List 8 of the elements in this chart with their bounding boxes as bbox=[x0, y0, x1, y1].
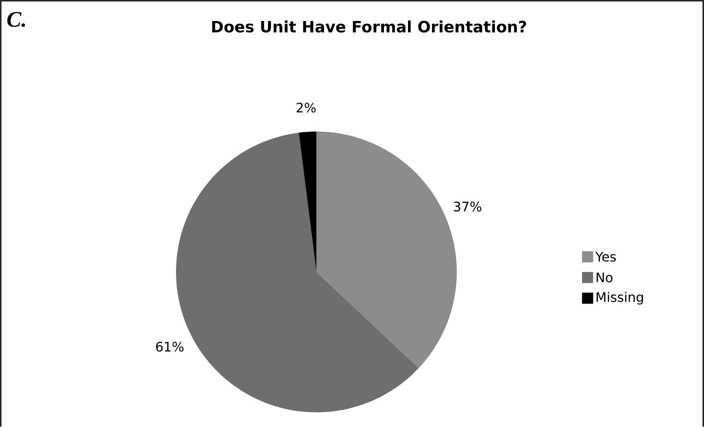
text: C. bbox=[7, 12, 26, 27]
legend-label: Yes bbox=[595, 252, 616, 262]
data-label: 37% bbox=[454, 202, 482, 212]
chart-title: Does Unit Have Formal Orientation? bbox=[212, 20, 526, 32]
data-label: 2% bbox=[296, 102, 316, 112]
legend-label: Missing bbox=[596, 292, 643, 304]
legend-label: No bbox=[596, 272, 612, 282]
data-label: 61% bbox=[156, 342, 184, 352]
